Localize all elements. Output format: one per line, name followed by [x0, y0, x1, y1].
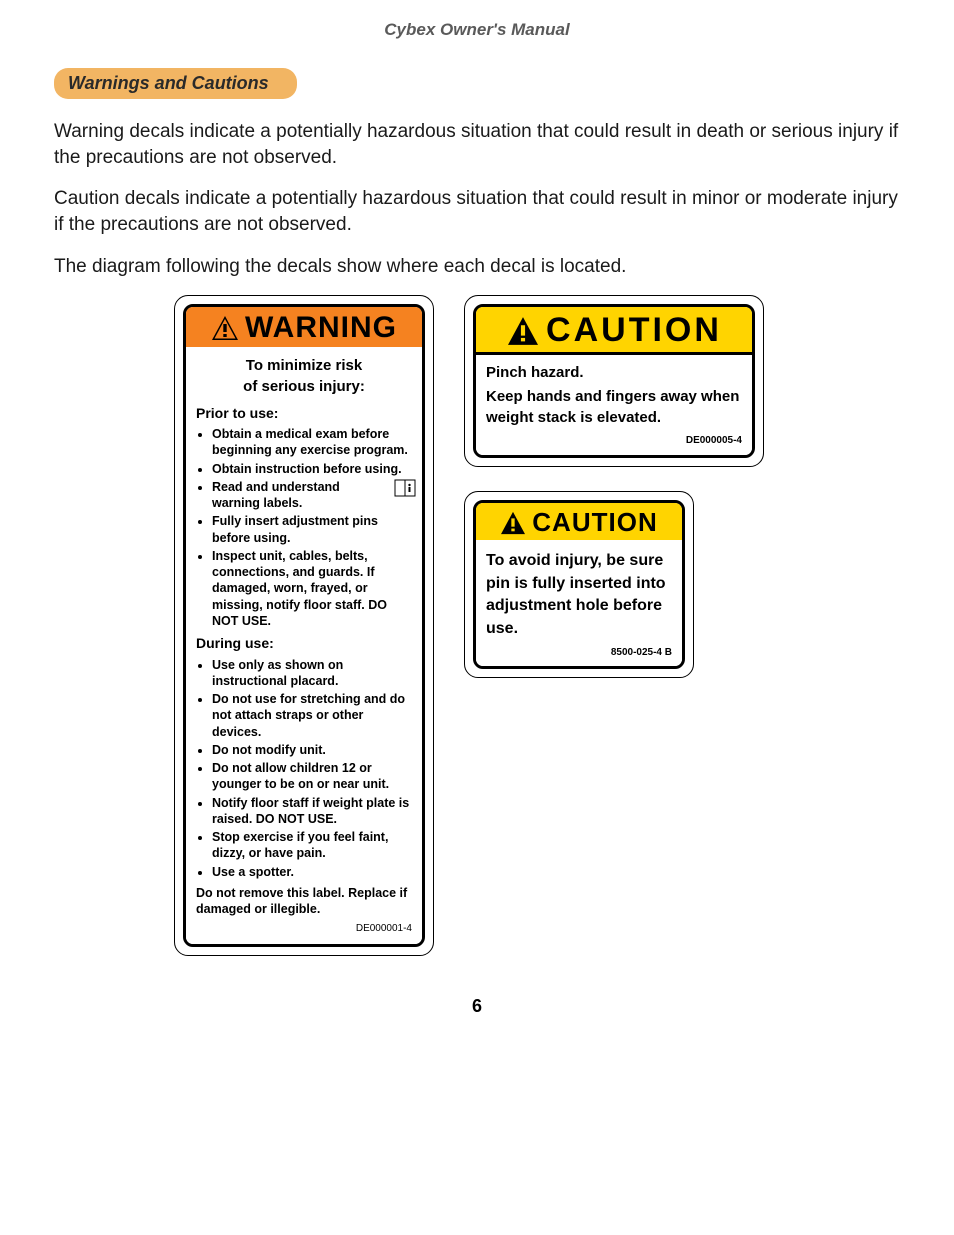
- caution-column: CAUTION Pinch hazard. Keep hands and fin…: [464, 295, 764, 678]
- caution-decal-pinch: CAUTION Pinch hazard. Keep hands and fin…: [464, 295, 764, 467]
- warning-subhead-during: During use:: [196, 635, 412, 653]
- section-title-pill: Warnings and Cautions: [54, 68, 297, 99]
- warning-prior-list: Obtain a medical exam before beginning a…: [196, 426, 412, 629]
- warning-decal-inner: WARNING To minimize risk of serious inju…: [183, 304, 425, 947]
- caution-pin-text: To avoid injury, be sure pin is fully in…: [486, 550, 672, 640]
- alert-triangle-icon: [500, 511, 526, 535]
- list-item: Use only as shown on instructional placa…: [212, 657, 412, 690]
- warning-subhead-prior: Prior to use:: [196, 405, 412, 423]
- list-item: Stop exercise if you feel faint, dizzy, …: [212, 829, 412, 862]
- caution-decal-pinch-inner: CAUTION Pinch hazard. Keep hands and fin…: [473, 304, 755, 458]
- list-item: Read and understand warning labels.: [212, 479, 412, 512]
- warning-during-list: Use only as shown on instructional placa…: [196, 657, 412, 880]
- warning-decal-header: WARNING: [186, 307, 422, 347]
- list-item: Inspect unit, cables, belts, connections…: [212, 548, 412, 629]
- warning-decal: WARNING To minimize risk of serious inju…: [174, 295, 434, 956]
- page-number: 6: [54, 996, 900, 1017]
- caution-decal-pin: CAUTION To avoid injury, be sure pin is …: [464, 491, 694, 678]
- caution-pinch-line2: Keep hands and fingers away when weight …: [486, 387, 742, 428]
- caution-pinch-line1: Pinch hazard.: [486, 363, 742, 383]
- list-item: Do not modify unit.: [212, 742, 412, 758]
- list-item: Use a spotter.: [212, 864, 412, 880]
- caution-pinch-body: Pinch hazard. Keep hands and fingers awa…: [476, 355, 752, 455]
- caution-pin-header: CAUTION: [476, 503, 682, 540]
- list-item: Notify floor staff if weight plate is ra…: [212, 795, 412, 828]
- caution-pin-body: To avoid injury, be sure pin is fully in…: [476, 540, 682, 666]
- list-item: Obtain a medical exam before beginning a…: [212, 426, 412, 459]
- manual-page: Cybex Owner's Manual Warnings and Cautio…: [0, 0, 954, 1057]
- caution-pinch-header-text: CAUTION: [546, 311, 722, 350]
- intro-paragraph-3: The diagram following the decals show wh…: [54, 254, 900, 280]
- warning-lead-line1: To minimize risk: [196, 357, 412, 376]
- warning-header-text: WARNING: [245, 311, 397, 345]
- document-header: Cybex Owner's Manual: [54, 20, 900, 40]
- caution-pin-header-text: CAUTION: [532, 507, 657, 538]
- list-item: Do not use for stretching and do not att…: [212, 691, 412, 740]
- list-item: Obtain instruction before using.: [212, 461, 412, 477]
- warning-footer-text: Do not remove this label. Replace if dam…: [196, 886, 412, 917]
- list-item: Fully insert adjustment pins before usin…: [212, 513, 412, 546]
- decal-row: WARNING To minimize risk of serious inju…: [174, 295, 900, 956]
- warning-part-number: DE000001-4: [196, 923, 412, 936]
- warning-decal-body: To minimize risk of serious injury: Prio…: [186, 347, 422, 944]
- intro-paragraph-2: Caution decals indicate a potentially ha…: [54, 186, 900, 237]
- list-item-text: Read and understand warning labels.: [212, 480, 340, 510]
- caution-pinch-partno: DE000005-4: [486, 434, 742, 448]
- caution-pinch-header: CAUTION: [476, 307, 752, 355]
- alert-triangle-icon: [211, 315, 239, 341]
- list-item: Do not allow children 12 or younger to b…: [212, 760, 412, 793]
- caution-decal-pin-inner: CAUTION To avoid injury, be sure pin is …: [473, 500, 685, 669]
- warning-lead-line2: of serious injury:: [196, 378, 412, 397]
- caution-pin-partno: 8500-025-4 B: [486, 646, 672, 660]
- intro-paragraph-1: Warning decals indicate a potentially ha…: [54, 119, 900, 170]
- manual-booklet-icon: [394, 479, 416, 497]
- alert-triangle-icon: [506, 316, 540, 346]
